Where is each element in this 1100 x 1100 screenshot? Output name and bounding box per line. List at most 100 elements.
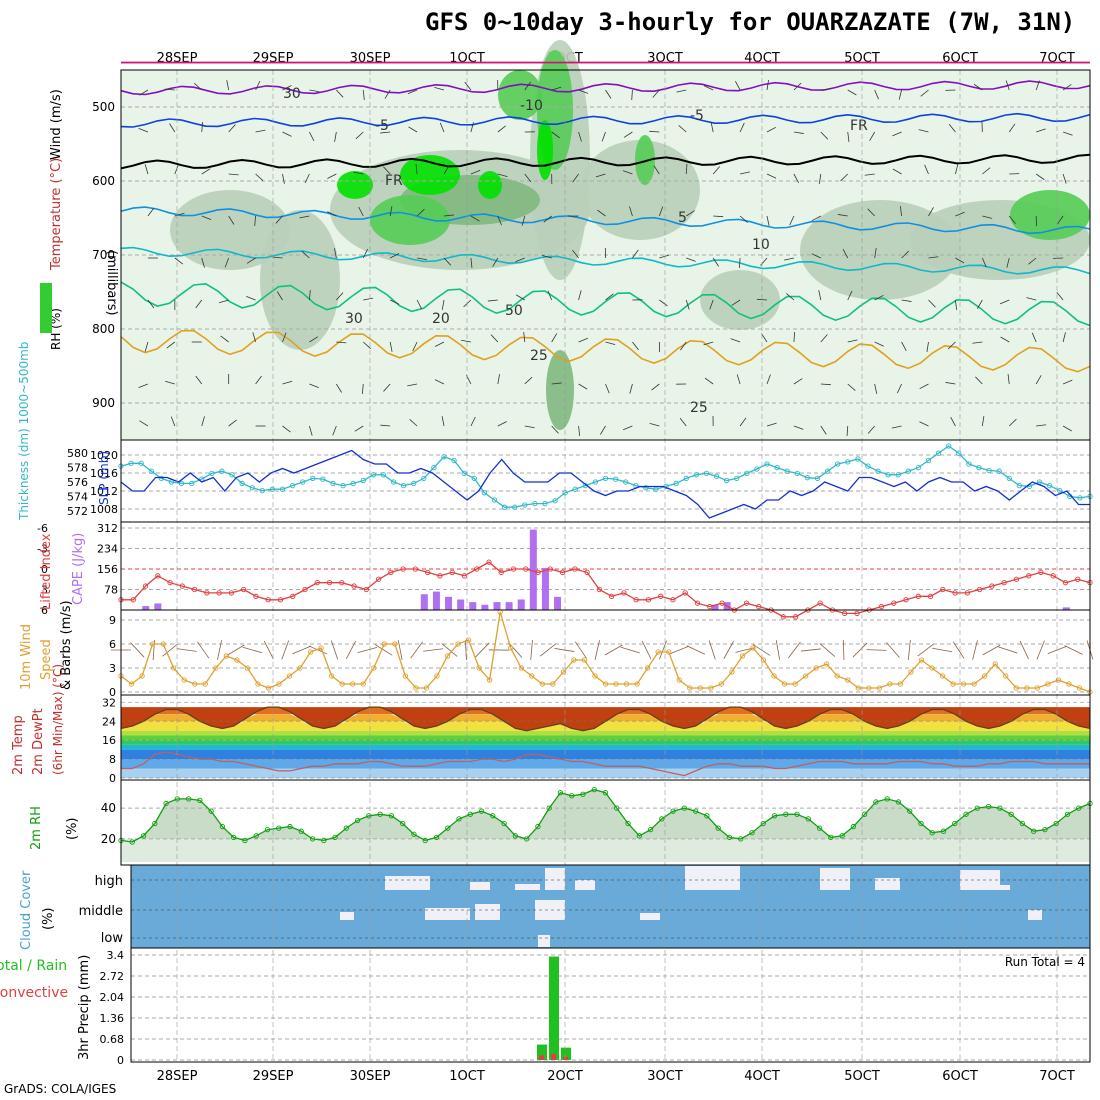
- lifted-index-point: [1050, 573, 1056, 579]
- wind-tick-label: 9: [109, 614, 116, 627]
- wind-barb: [1006, 257, 1010, 268]
- rh2m-point: [591, 786, 597, 793]
- temp-tick-label: 8: [109, 753, 116, 766]
- thickness-point: [996, 468, 1002, 474]
- rh2m-point: [467, 811, 473, 817]
- wind-barb: [470, 416, 476, 427]
- wind-barb: [334, 131, 337, 142]
- wind-speed-point: [613, 681, 619, 687]
- wind-speed-point: [202, 681, 208, 687]
- li-tick-label: 0: [41, 563, 48, 576]
- wind-speed-point: [697, 685, 703, 691]
- thickness-point: [1046, 482, 1053, 489]
- wind-barb: [766, 173, 777, 179]
- rh2m-point: [523, 836, 530, 842]
- date-label-top: 4OCT: [744, 51, 780, 66]
- ylabel-barbs: & Barbs (m/s): [59, 600, 74, 690]
- wind-barb: [524, 376, 533, 385]
- wind-barb: [475, 642, 490, 658]
- rh2m-point: [309, 836, 316, 842]
- wind-barb: [641, 640, 652, 660]
- lifted-index-point: [854, 610, 860, 617]
- ylabel-thickness: Thickness (dm) 1000~500mb: [17, 342, 31, 521]
- rh2m-point: [1053, 820, 1059, 827]
- wind-barb: [945, 382, 956, 385]
- wind-barb: [601, 131, 606, 142]
- thickness-ylabel: Thickness (dm) 1000~500mb: [17, 342, 31, 521]
- wind-barb: [362, 89, 365, 100]
- wind-barb: [982, 167, 991, 175]
- ylabel-precip: 3hr Precip (mm): [77, 955, 92, 1060]
- rh2m-point: [197, 797, 203, 804]
- rh2m-point: [771, 813, 778, 819]
- thickness-point: [935, 450, 942, 456]
- thickness-point: [501, 504, 508, 510]
- wind-speed-point: [434, 673, 440, 679]
- wind-barb: [242, 646, 263, 654]
- temp-band: [121, 707, 1090, 731]
- wind-speed-point: [1066, 681, 1072, 687]
- wind-barb: [336, 341, 347, 344]
- wind-barb: [685, 299, 690, 310]
- cape-tick-label: 312: [97, 522, 118, 535]
- wind-barb: [578, 337, 589, 343]
- rh2m-point: [478, 808, 485, 814]
- thickness-point: [259, 487, 265, 494]
- wind-barb: [176, 648, 197, 652]
- lifted-index-point: [915, 593, 921, 599]
- temp-tick-label: 0: [109, 772, 116, 785]
- wind-barb: [464, 81, 472, 91]
- temp-band: [121, 735, 1090, 741]
- wind-speed-point: [339, 681, 345, 687]
- wind-speed-point: [571, 657, 577, 663]
- rh2m-point: [343, 825, 349, 831]
- thickness-point: [875, 468, 881, 474]
- wind-barb: [1035, 375, 1042, 385]
- isotherm-line: [120, 112, 1091, 128]
- wind-speed-point: [729, 669, 735, 675]
- wind-barb: [162, 643, 179, 657]
- thickness-point: [340, 482, 346, 489]
- wind-barb: [686, 210, 695, 217]
- thickness-point: [320, 476, 326, 482]
- temp-band: [121, 768, 1090, 778]
- wind-barb: [309, 131, 315, 142]
- ylabel-temperature: Temperature (°C): [49, 158, 64, 271]
- wind-tick-label: 0: [109, 686, 116, 699]
- wind-barb: [389, 299, 400, 305]
- temp-tick-label: 32: [102, 696, 116, 709]
- lifted-index-point: [645, 597, 652, 603]
- thickness-point: [512, 504, 518, 510]
- wind-barb: [441, 416, 445, 427]
- wind-barb: [818, 173, 822, 184]
- wind-barb: [723, 641, 734, 659]
- lifted-index-point: [498, 569, 504, 576]
- thickness-point: [643, 485, 649, 491]
- isotherm-line: [120, 281, 1091, 327]
- wind-barb: [811, 253, 822, 259]
- wind-barb: [975, 376, 983, 385]
- wind-barb: [497, 421, 507, 427]
- lifted-index-point: [989, 583, 995, 589]
- wind-barb: [299, 215, 310, 219]
- wind-barb: [703, 341, 714, 346]
- rh2m-point: [625, 820, 631, 827]
- wind-barb: [551, 425, 559, 434]
- wind-speed-point: [929, 665, 935, 671]
- wind-barb: [195, 299, 203, 309]
- rh2m-point: [129, 839, 135, 845]
- cape-tick-label: 78: [104, 584, 118, 597]
- thickness-point: [481, 490, 488, 496]
- rh2m-point: [614, 805, 620, 811]
- wind-barb: [901, 250, 910, 259]
- lifted-index-point: [216, 590, 222, 596]
- wind-barb: [784, 257, 794, 261]
- wind-barb: [541, 255, 552, 259]
- wind-barb: [676, 89, 687, 93]
- thickness-point: [189, 480, 195, 487]
- thickness-point: [1016, 482, 1022, 489]
- wind-barb: [620, 646, 640, 654]
- thickness-point: [946, 443, 952, 449]
- ylabel-convective: Convective: [0, 985, 68, 1001]
- wind-barb: [847, 131, 850, 142]
